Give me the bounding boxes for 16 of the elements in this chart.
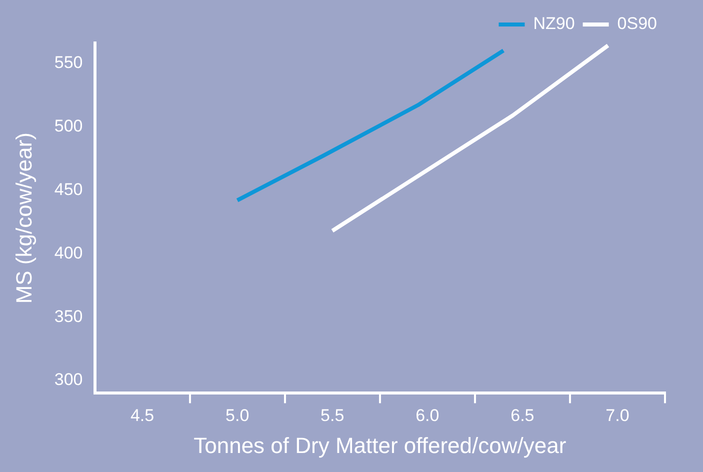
y-tick-label: 400 bbox=[54, 243, 83, 262]
y-tick-label: 500 bbox=[54, 116, 83, 136]
x-axis-title: Tonnes of Dry Matter offered/cow/year bbox=[194, 432, 566, 458]
x-tick-label: 5.5 bbox=[320, 406, 344, 426]
x-tick-label: 4.5 bbox=[130, 406, 154, 426]
y-tick-label: 350 bbox=[54, 306, 83, 326]
y-tick-label: 300 bbox=[54, 370, 83, 390]
legend-label: 0S90 bbox=[617, 14, 657, 34]
x-tick-label: 6.0 bbox=[416, 406, 440, 426]
x-tick-label: 7.0 bbox=[606, 406, 630, 426]
y-tick-label: 450 bbox=[54, 180, 83, 199]
x-tick-label: 5.0 bbox=[226, 406, 250, 426]
y-axis-title: MS (kg/cow/year) bbox=[11, 132, 36, 304]
y-tick-label: 550 bbox=[54, 52, 83, 72]
x-tick-label: 6.5 bbox=[510, 406, 534, 426]
legend-label: NZ90 bbox=[533, 14, 575, 34]
